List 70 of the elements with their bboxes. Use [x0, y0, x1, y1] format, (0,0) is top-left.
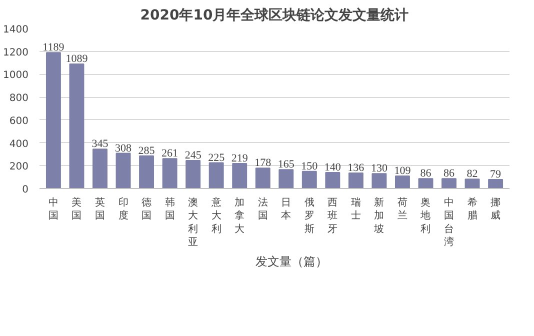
- x-tick-label: 法国: [258, 196, 268, 222]
- data-label: 285: [138, 144, 156, 157]
- x-tick-label: 印度: [118, 196, 128, 222]
- data-label: 178: [254, 157, 272, 170]
- data-label: 86: [444, 168, 456, 180]
- x-tick-label: 希腊: [467, 196, 478, 222]
- bar: [186, 160, 201, 188]
- x-tick-label: 德国: [142, 198, 152, 222]
- data-label: 1089: [66, 53, 88, 66]
- x-tick-label: 新加坡: [373, 196, 384, 235]
- x-tick-label: 日本: [281, 198, 292, 222]
- x-tick-label: 荷兰: [397, 196, 408, 222]
- bar: [232, 162, 248, 188]
- data-label: 219: [231, 152, 248, 164]
- y-tick-label: 200: [9, 162, 29, 173]
- x-tick-label: 英国: [94, 196, 105, 222]
- data-label: 86: [420, 168, 432, 180]
- x-tick-label: 奥地利: [420, 196, 431, 235]
- data-label: 82: [466, 168, 478, 180]
- bar: [208, 162, 224, 188]
- x-tick-label: 意大利: [210, 196, 222, 235]
- bar: [302, 170, 317, 188]
- bar: [255, 168, 270, 188]
- data-label: 79: [490, 168, 502, 180]
- y-tick-label: 800: [9, 93, 29, 104]
- bar: [394, 176, 410, 188]
- x-tick-label: 挪威: [490, 196, 501, 222]
- x-tick-label: 加拿大: [234, 196, 245, 235]
- data-label: 345: [92, 138, 109, 150]
- bar: [46, 52, 61, 188]
- bar: [116, 152, 131, 188]
- bar: [162, 158, 178, 188]
- bar: [139, 155, 154, 188]
- y-tick-label: 0: [22, 184, 29, 196]
- data-label: 261: [162, 148, 178, 160]
- data-label: 1189: [42, 42, 65, 54]
- bar: [442, 178, 456, 188]
- text: 发文量（篇）: [256, 254, 328, 270]
- y-tick-label: 1000: [3, 70, 29, 82]
- chart-title: 2020年10月年全球区块链论文发文量统计: [140, 6, 409, 24]
- data-label: 136: [348, 162, 365, 174]
- x-tick-label: 瑞士: [350, 196, 361, 222]
- data-label: 165: [278, 158, 295, 171]
- bar: [418, 178, 434, 188]
- x-tick-label: 韩国: [164, 196, 175, 222]
- data-label: 245: [184, 150, 202, 162]
- y-tick-label: 400: [9, 138, 29, 150]
- data-label: 225: [208, 152, 226, 164]
- bar: [92, 148, 108, 188]
- data-label: 150: [301, 160, 318, 172]
- x-tick-label: 美国: [72, 196, 82, 222]
- data-label: 130: [370, 162, 388, 175]
- x-tick-label: 西班牙: [328, 198, 338, 235]
- bar: [464, 178, 480, 188]
- x-tick-label: 澳大利亚: [188, 196, 198, 248]
- y-tick-label: 600: [9, 116, 29, 127]
- data-label: 109: [394, 165, 412, 178]
- x-tick-label: 中国: [48, 196, 58, 222]
- x-tick-label: 俄罗斯: [304, 196, 314, 235]
- data-label: 140: [324, 162, 342, 174]
- bar: [325, 172, 340, 188]
- x-tick-label: 中国台湾: [444, 196, 454, 248]
- bar: [372, 173, 387, 188]
- y-tick-label: 1200: [3, 47, 29, 58]
- y-tick-label: 1400: [3, 24, 29, 36]
- data-label: 308: [115, 142, 132, 154]
- bar: [278, 169, 294, 188]
- bar: [69, 64, 84, 188]
- bar: [348, 172, 364, 188]
- bar: [488, 178, 504, 188]
